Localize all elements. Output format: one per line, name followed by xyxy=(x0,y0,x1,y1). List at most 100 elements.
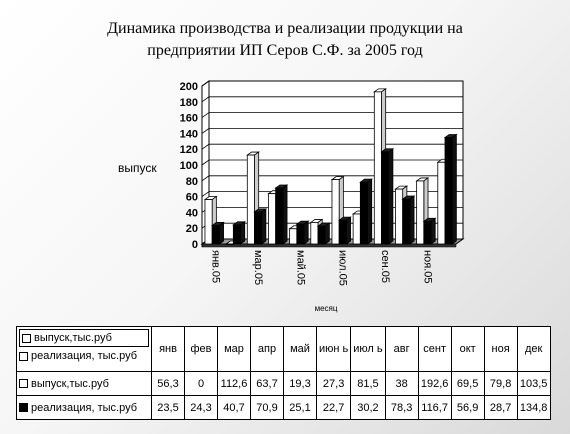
y-tick-label: 200 xyxy=(180,81,198,93)
table-cell: 112,6 xyxy=(217,371,251,396)
legend-label-output: выпуск,тыс.руб xyxy=(34,332,112,344)
bar-front xyxy=(317,225,326,245)
y-tick-label: 60 xyxy=(186,192,198,204)
row-label-text: реализация, тыс.руб xyxy=(31,401,138,414)
table-header-month: фев xyxy=(184,326,218,372)
bar-sales xyxy=(295,220,310,245)
bar-front xyxy=(268,193,277,245)
table-header-month: май xyxy=(283,326,317,372)
bar-sales xyxy=(232,221,246,245)
bar-front xyxy=(338,219,347,245)
bar-side xyxy=(345,216,351,245)
title-line-2: предприятии ИП Серов С.Ф. за 2005 год xyxy=(147,42,423,59)
table-header-month: июн ь xyxy=(315,326,352,372)
bar-side xyxy=(324,222,330,245)
bar-sales xyxy=(210,221,225,245)
table-header-month: авг xyxy=(384,326,419,372)
bar-sales xyxy=(380,148,395,245)
bar-front xyxy=(402,198,411,245)
y-tick-label: 0 xyxy=(192,239,198,251)
table-cell: 28,7 xyxy=(483,395,518,420)
bar-side xyxy=(303,220,309,245)
bar-side xyxy=(261,208,267,245)
bar-front xyxy=(211,225,220,245)
y-tick-label: 140 xyxy=(180,128,198,140)
bar-side xyxy=(430,217,436,245)
bar-side xyxy=(367,178,373,245)
y-tick-label: 180 xyxy=(180,97,198,109)
table-cell: 103,5 xyxy=(516,371,551,396)
table-row: выпуск,тыс.руб 56,3 0 112,6 63,7 19,3 27,3 81,5… xyxy=(16,371,551,396)
bar-front xyxy=(254,211,263,245)
table-header-month: апр xyxy=(250,326,284,372)
bar-front xyxy=(416,180,425,245)
table-header-month: янв xyxy=(151,326,185,372)
table-header-month: сент xyxy=(417,326,452,372)
bar-front xyxy=(225,243,234,245)
bar-front xyxy=(246,154,255,245)
bar-front xyxy=(423,220,432,245)
bar-front xyxy=(359,181,368,245)
chart-bars xyxy=(203,88,458,245)
table-cell: 79,8 xyxy=(483,371,518,396)
table-cell: 24,3 xyxy=(184,395,218,420)
table-header-month: ноя xyxy=(483,326,518,372)
bar-front xyxy=(444,137,453,245)
title-line-1: Динамика производства и реализации проду… xyxy=(107,20,463,37)
bar-sales xyxy=(316,222,331,245)
bar-sales xyxy=(253,208,268,245)
table-cell: 81,5 xyxy=(350,371,386,396)
x-tick-labels: янв.05 мар.05 май.05 июл.05 сен.05 ноя.05 xyxy=(210,250,434,286)
floor-edge xyxy=(201,243,457,248)
y-tick-label: 40 xyxy=(186,207,198,219)
y-tick-label: 120 xyxy=(180,144,198,156)
table-cell: 38 xyxy=(384,371,419,396)
bar-sales xyxy=(359,178,373,245)
table-cell: 192,6 xyxy=(417,371,452,396)
legend-label-sales: реализация, тыс.руб xyxy=(31,350,138,362)
bar-front xyxy=(296,223,305,245)
row-legend-swatch xyxy=(19,403,28,413)
bar-front xyxy=(395,188,404,245)
y-tick-label: 20 xyxy=(186,223,198,235)
bar-front xyxy=(352,213,361,245)
table-cell: 30,2 xyxy=(350,395,386,420)
row-label: реализация, тыс.руб xyxy=(16,395,152,420)
table-cell: 70,9 xyxy=(250,395,284,420)
row-legend-swatch xyxy=(19,379,28,389)
bar-sales xyxy=(422,217,437,245)
bar-front xyxy=(232,224,241,245)
bar-front xyxy=(373,91,382,245)
y-tick-label: 160 xyxy=(180,113,198,125)
row-label-text: выпуск,тыс.руб xyxy=(31,377,109,390)
bar-side xyxy=(388,148,394,245)
table-cell: 63,7 xyxy=(250,371,284,396)
table-body: выпуск,тыс.руб 56,3 0 112,6 63,7 19,3 27,3 81,5… xyxy=(16,371,551,420)
gridline xyxy=(201,80,463,87)
table-header-row: выпуск,тыс.руб реализация, тыс.руб янв фе… xyxy=(16,326,551,372)
row-label: выпуск,тыс.руб xyxy=(16,371,152,396)
y-axis-label: выпуск xyxy=(118,161,157,175)
bar-side xyxy=(409,195,415,245)
legend-swatch-output xyxy=(22,333,31,343)
x-tick-label: сен.05 xyxy=(379,250,391,283)
bar-front xyxy=(437,161,446,245)
x-axis-label: месяц xyxy=(315,304,338,313)
y-tick-labels: 0 20 40 60 80 100 120 140 160 180 200 xyxy=(180,81,198,251)
table-cell: 25,1 xyxy=(283,395,317,420)
bar-side xyxy=(451,133,457,245)
table-cell: 19,3 xyxy=(283,371,317,396)
table-cell: 116,7 xyxy=(417,395,452,420)
table-header-month: дек xyxy=(516,326,551,372)
bar-side xyxy=(218,221,224,245)
bar-front xyxy=(275,187,284,245)
bar-sales xyxy=(401,195,416,245)
bar-side xyxy=(240,221,246,245)
table-cell: 134,8 xyxy=(516,395,551,420)
bar-front xyxy=(310,222,319,245)
table-header-month: окт xyxy=(450,326,485,372)
table-cell: 0 xyxy=(184,371,218,396)
table-header-month: июл ь xyxy=(350,326,386,372)
bar-front xyxy=(331,179,340,245)
bar-front xyxy=(204,199,213,245)
